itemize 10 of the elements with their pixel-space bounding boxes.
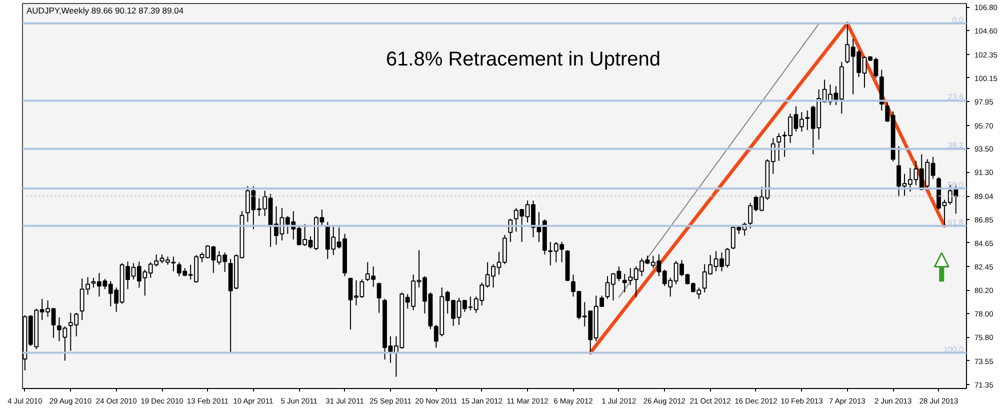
annotation: 61.8% Retracement in Uptrend xyxy=(386,48,661,70)
annotation: 100.0 xyxy=(943,344,964,354)
candlestick xyxy=(376,282,382,314)
annotation: 38.2 xyxy=(948,140,964,150)
annotation: 0.0 xyxy=(952,15,964,24)
annotation: 23.6 xyxy=(948,92,964,102)
candlestick xyxy=(776,132,782,162)
chart-title: AUDJPY,Weekly 89.66 90.12 87.39 89.04 xyxy=(26,6,184,16)
annotation: 61.8 xyxy=(948,218,964,227)
annotation: 50.0 xyxy=(948,180,964,190)
